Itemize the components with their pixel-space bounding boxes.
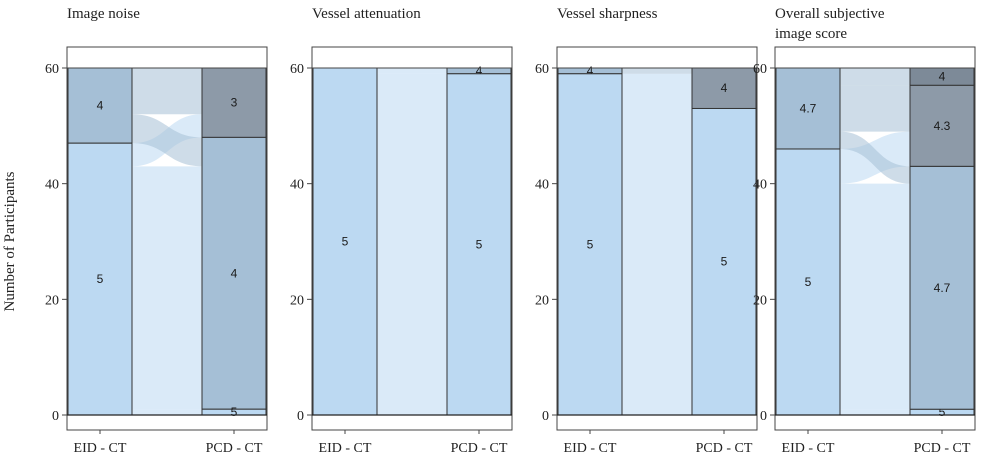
y-tick-label: 40 bbox=[753, 178, 767, 193]
panel-vessel-attenuation: Vessel attenuation 0 20 40 60 5 4 5 EID - CT PCD … bbox=[290, 6, 513, 456]
bar-label-eid-4-7: 4.7 bbox=[800, 101, 817, 115]
y-tick-label: 40 bbox=[45, 178, 59, 193]
y-tick-label: 60 bbox=[535, 62, 549, 77]
bar-label-pcd-5: 5 bbox=[231, 405, 238, 419]
bar-segment-pcd-4 bbox=[201, 136, 267, 410]
bar-segment-eid-5 bbox=[557, 73, 623, 416]
y-tick-label: 20 bbox=[45, 293, 59, 308]
x-tick-label-eid: EID - CT bbox=[782, 441, 835, 456]
flow-5-to-4-7 bbox=[840, 183, 910, 410]
panel-title: Overall subjective bbox=[775, 6, 885, 22]
bar-segment-pcd-4-7 bbox=[909, 165, 975, 410]
flow-5-to-5 bbox=[622, 108, 692, 415]
bar-segment-eid-5 bbox=[775, 148, 841, 416]
bar-label-pcd-4: 4 bbox=[939, 70, 946, 84]
y-tick-label: 60 bbox=[45, 62, 59, 77]
bar-label-pcd-5: 5 bbox=[939, 405, 946, 419]
panel-image-noise: Image noise 0 20 40 60 4 5 3 4 5 EID - CT PCD - CT bbox=[45, 6, 268, 456]
bar-segment-eid-5 bbox=[312, 67, 378, 416]
y-tick-label: 20 bbox=[290, 293, 304, 308]
bar-label-eid-5: 5 bbox=[587, 237, 594, 251]
bar-segment-pcd-5 bbox=[446, 73, 512, 416]
bar-label-pcd-5: 5 bbox=[721, 255, 728, 269]
bar-label-pcd-3: 3 bbox=[231, 96, 238, 110]
bar-segment-pcd-4 bbox=[691, 67, 757, 109]
x-tick-label-eid: EID - CT bbox=[319, 441, 372, 456]
panel-title: image score bbox=[775, 26, 847, 42]
flow-5-to-5 bbox=[132, 409, 202, 415]
y-tick-label: 20 bbox=[753, 293, 767, 308]
bar-label-eid-5: 5 bbox=[97, 272, 104, 286]
panel-title: Vessel sharpness bbox=[557, 6, 658, 22]
y-tick-label: 20 bbox=[535, 293, 549, 308]
y-tick-label: 40 bbox=[290, 178, 304, 193]
bar-label-pcd-4-3: 4.3 bbox=[934, 119, 951, 133]
y-tick-label: 40 bbox=[535, 178, 549, 193]
x-tick-label-eid: EID - CT bbox=[564, 441, 617, 456]
y-tick-label: 0 bbox=[297, 409, 304, 424]
y-axis-label: Number of Participants bbox=[2, 171, 18, 311]
x-tick-label-pcd: PCD - CT bbox=[914, 441, 971, 456]
bar-label-pcd-4: 4 bbox=[476, 64, 483, 78]
flow-5-to-4 bbox=[132, 166, 202, 410]
bar-label-eid-4: 4 bbox=[97, 99, 104, 113]
bar-label-pcd-4-7: 4.7 bbox=[934, 281, 951, 295]
flow-5-to-4 bbox=[622, 73, 692, 109]
x-tick-label-pcd: PCD - CT bbox=[696, 441, 753, 456]
panel-title: Vessel attenuation bbox=[312, 6, 421, 22]
bar-label-eid-5: 5 bbox=[805, 275, 812, 289]
bar-label-pcd-5: 5 bbox=[476, 237, 483, 251]
bar-segment-pcd-5 bbox=[691, 107, 757, 416]
bar-label-eid-5: 5 bbox=[342, 235, 349, 249]
flow-4-7-to-4-3 bbox=[840, 85, 910, 132]
flow-4-7-to-4-7 bbox=[840, 131, 910, 184]
flow-4-to-4 bbox=[132, 114, 202, 167]
bar-segment-eid-4 bbox=[67, 67, 133, 144]
bar-segment-eid-5 bbox=[67, 142, 133, 416]
panel-title: Image noise bbox=[67, 6, 140, 22]
y-tick-label: 60 bbox=[753, 62, 767, 77]
bar-label-pcd-4: 4 bbox=[721, 81, 728, 95]
x-tick-label-pcd: PCD - CT bbox=[206, 441, 263, 456]
flow-5-to-5 bbox=[840, 409, 910, 415]
y-tick-label: 0 bbox=[52, 409, 59, 424]
x-tick-label-eid: EID - CT bbox=[74, 441, 127, 456]
bar-segment-eid-4-7 bbox=[775, 67, 841, 150]
bar-label-pcd-4: 4 bbox=[231, 266, 238, 280]
panel-vessel-sharpness: Vessel sharpness 0 20 40 60 4 5 4 5 EID - CT PCD -… bbox=[535, 6, 758, 456]
flow-5-to-5 bbox=[377, 73, 447, 416]
x-tick-label-pcd: PCD - CT bbox=[451, 441, 508, 456]
flow-4-to-4 bbox=[622, 68, 692, 74]
flow-4-7-to-4 bbox=[840, 68, 910, 86]
flow-4-to-3 bbox=[132, 68, 202, 115]
bar-segment-pcd-4-3 bbox=[909, 84, 975, 167]
y-tick-label: 60 bbox=[290, 62, 304, 77]
y-tick-label: 0 bbox=[542, 409, 549, 424]
y-tick-label: 0 bbox=[760, 409, 767, 424]
panel-overall-subjective-image-score: Overall subjective image score 0 20 40 60 5 4.7… bbox=[753, 6, 976, 456]
flow-5-to-4 bbox=[377, 68, 447, 74]
bar-label-eid-4: 4 bbox=[587, 64, 594, 78]
